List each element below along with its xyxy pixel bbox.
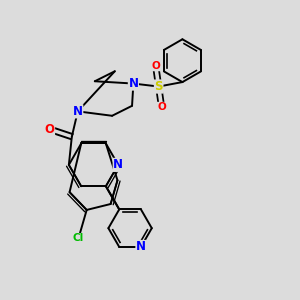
Text: N: N bbox=[128, 77, 138, 90]
Text: S: S bbox=[154, 80, 163, 93]
Text: N: N bbox=[73, 105, 83, 118]
Text: Cl: Cl bbox=[73, 233, 84, 244]
Text: N: N bbox=[113, 158, 123, 171]
Text: O: O bbox=[151, 61, 160, 71]
Text: O: O bbox=[157, 102, 166, 112]
Text: O: O bbox=[44, 123, 55, 136]
Text: N: N bbox=[136, 241, 146, 254]
